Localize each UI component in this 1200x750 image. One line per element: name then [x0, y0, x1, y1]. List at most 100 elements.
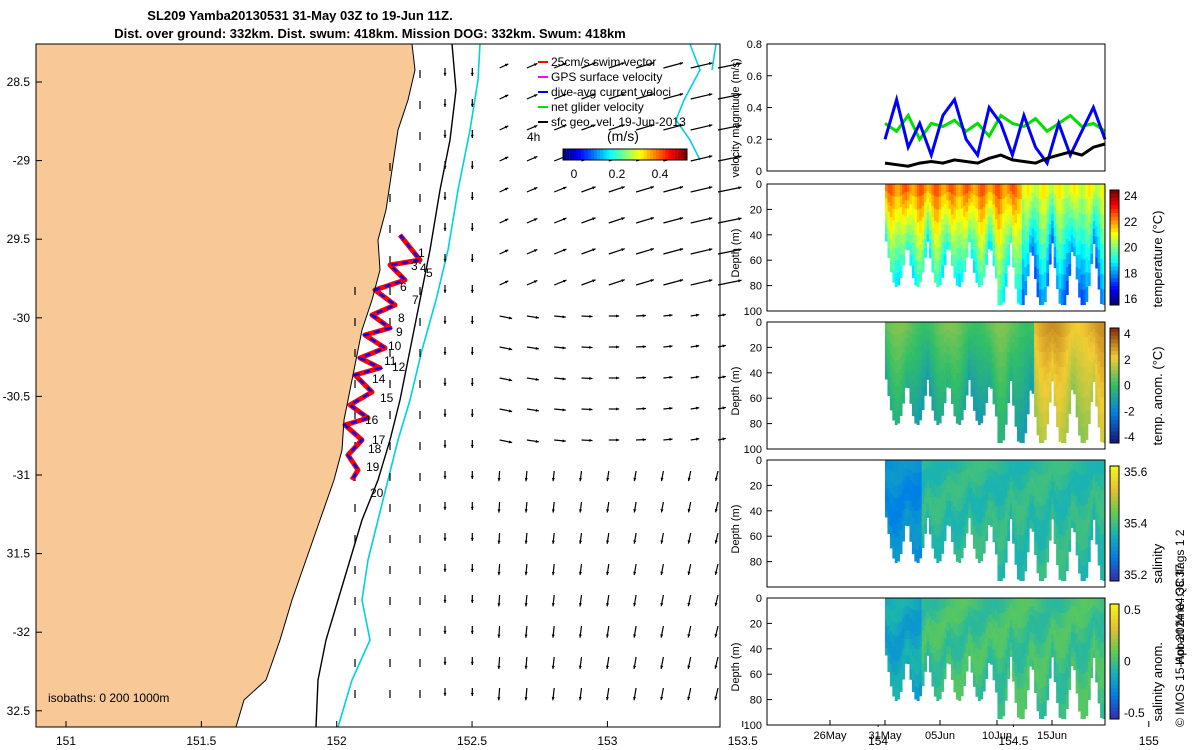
colorbar-cell [1110, 366, 1119, 371]
colorbar-cell [1110, 550, 1119, 555]
velocity-arrowhead [621, 279, 625, 283]
section-cell [951, 521, 954, 532]
section-cell [1102, 613, 1106, 629]
section-cell [904, 330, 908, 339]
section-cell [958, 485, 962, 499]
section-cell [924, 598, 927, 608]
section-cell [1019, 505, 1023, 521]
section-cell [999, 673, 1003, 689]
section-cell [1092, 329, 1096, 338]
section-cell [1056, 637, 1059, 651]
section-cell [946, 468, 949, 477]
section-cell [1043, 336, 1047, 352]
section-cell [1090, 361, 1094, 373]
section-cell [999, 337, 1003, 353]
section-cell [1083, 613, 1086, 629]
series-line [884, 112, 1106, 143]
section-cell [1068, 379, 1072, 392]
velocity-arrowhead [551, 697, 555, 701]
section-cell [1097, 689, 1101, 704]
section-cell [948, 655, 952, 665]
section-cell [909, 322, 913, 333]
section-cell [953, 242, 957, 255]
section-cell [894, 386, 898, 400]
section-cell [1053, 671, 1057, 683]
section-cell [1102, 565, 1106, 582]
section-cell [1078, 283, 1081, 298]
section-cell [1029, 649, 1033, 659]
section-cell [897, 397, 901, 411]
section-cell [995, 542, 998, 555]
section-cell [907, 647, 910, 656]
section-cell [902, 254, 905, 266]
section-cell [909, 362, 913, 374]
section-cell [1078, 364, 1081, 379]
section-cell [919, 370, 923, 384]
section-cell [885, 648, 888, 656]
section-cell [1002, 198, 1006, 214]
section-cell [1092, 184, 1096, 192]
section-cell [948, 493, 952, 502]
velocity-arrowhead [708, 279, 713, 283]
section-cell [946, 516, 949, 526]
section-cell [887, 598, 891, 608]
section-cell [1041, 412, 1045, 428]
section-cell [889, 387, 893, 400]
section-cell [1024, 363, 1028, 378]
colorbar-cell [1110, 684, 1119, 689]
section-cell [965, 523, 969, 534]
section-cell [1068, 517, 1072, 530]
section-cell [1065, 391, 1069, 406]
section-cell [907, 241, 910, 251]
section-cell [946, 192, 949, 201]
section-cell [911, 471, 915, 484]
colorbar-cell [609, 149, 613, 160]
section-cell [1051, 373, 1055, 382]
section-cell [1100, 534, 1103, 551]
section-cell [980, 460, 984, 474]
section-cell [889, 216, 893, 229]
section-cell [1080, 274, 1084, 290]
section-cell [995, 333, 998, 346]
section-cell [885, 343, 888, 351]
section-cell [977, 196, 981, 211]
y-tick: 0.8 [747, 39, 762, 51]
section-cell [1080, 505, 1084, 521]
section-cell [899, 242, 903, 255]
section-cell [977, 511, 981, 525]
section-cell [1007, 500, 1011, 511]
section-cell [1065, 335, 1069, 351]
section-cell [960, 671, 964, 684]
section-cell [931, 388, 935, 400]
section-cell [1075, 483, 1079, 497]
section-cell [982, 207, 986, 220]
velocity-arrowhead [660, 602, 664, 607]
section-cell [1075, 369, 1079, 382]
section-cell [1009, 460, 1013, 468]
section-cell [887, 515, 891, 525]
section-cell [1017, 258, 1020, 274]
velocity-arrowhead [562, 93, 567, 97]
colorbar-cell [1110, 259, 1119, 264]
velocity-arrow [717, 155, 742, 162]
section-cell [1070, 243, 1074, 253]
section-cell [1007, 628, 1011, 639]
section-cell [1017, 549, 1020, 565]
velocity-arrowhead [738, 217, 742, 221]
section-cell [1041, 214, 1045, 230]
section-cell [1007, 362, 1011, 373]
section-cell [980, 635, 984, 649]
section-cell [887, 662, 891, 673]
velocity-arrowhead [642, 438, 646, 442]
section-cell [958, 334, 962, 349]
section-cell [938, 234, 942, 248]
section-cell [960, 496, 964, 510]
section-cell [892, 334, 896, 347]
section-cell [936, 687, 940, 702]
section-cell [899, 254, 903, 267]
colorbar-cell [1110, 439, 1119, 444]
y-tick: 80 [750, 281, 762, 293]
section-cell [1041, 613, 1045, 629]
section-cell [1092, 236, 1096, 244]
section-cell [926, 329, 930, 337]
